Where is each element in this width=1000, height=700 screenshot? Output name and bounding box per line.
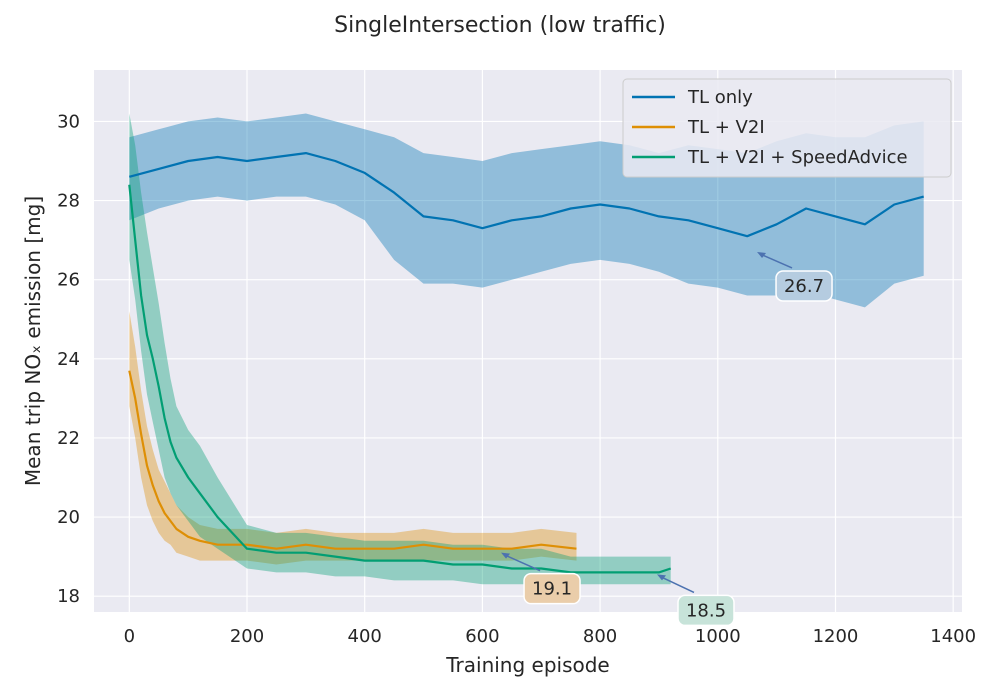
legend: TL only TL + V2I TL + V2I + SpeedAdvice bbox=[622, 78, 952, 178]
legend-entry: TL + V2I + SpeedAdvice bbox=[687, 147, 908, 168]
y-tick-label: 26 bbox=[57, 270, 80, 291]
y-axis-label: Mean trip NOₓ emission [mg] bbox=[21, 196, 45, 486]
annotation-arrowhead bbox=[656, 574, 666, 581]
annotations: 26.7 19.1 18.5 bbox=[501, 251, 833, 627]
x-axis-label: Training episode bbox=[445, 653, 610, 677]
annotation-label: 18.5 bbox=[686, 600, 726, 621]
y-tick-label: 20 bbox=[57, 507, 80, 528]
annotation-label: 26.7 bbox=[784, 276, 824, 297]
confidence-band bbox=[129, 311, 577, 565]
y-tick-label: 22 bbox=[57, 428, 80, 449]
annotation-box bbox=[677, 594, 735, 627]
x-tick-label: 0 bbox=[124, 626, 135, 647]
series-lines bbox=[128, 152, 924, 574]
annotation-arrow bbox=[659, 575, 695, 594]
annotation-arrowhead bbox=[501, 552, 511, 559]
x-tick-label: 200 bbox=[230, 626, 264, 647]
y-axis-ticks: 18 20 22 24 26 28 30 bbox=[57, 111, 80, 607]
x-tick-label: 400 bbox=[348, 626, 382, 647]
annotation-box bbox=[775, 270, 833, 302]
y-tick-label: 28 bbox=[57, 191, 80, 212]
legend-box bbox=[622, 78, 952, 178]
annotation-arrowhead bbox=[757, 251, 767, 258]
x-tick-label: 1400 bbox=[930, 626, 976, 647]
legend-entry: TL only bbox=[687, 87, 753, 108]
y-tick-label: 24 bbox=[57, 349, 80, 370]
x-tick-label: 1200 bbox=[813, 626, 859, 647]
y-tick-label: 30 bbox=[57, 111, 80, 132]
series-line bbox=[128, 370, 577, 550]
x-tick-label: 800 bbox=[583, 626, 617, 647]
x-axis-ticks: 0 200 400 600 800 1000 1200 1400 bbox=[124, 626, 976, 647]
annotation-box bbox=[523, 572, 581, 605]
y-tick-label: 18 bbox=[57, 586, 80, 607]
annotation-label: 19.1 bbox=[532, 579, 572, 600]
x-tick-label: 600 bbox=[465, 626, 499, 647]
grid bbox=[94, 70, 962, 612]
annotation-arrow bbox=[759, 253, 793, 269]
series-line bbox=[129, 152, 924, 238]
legend-entry: TL + V2I bbox=[687, 117, 765, 138]
annotation-arrow bbox=[503, 553, 541, 572]
series-line bbox=[128, 184, 672, 574]
chart-title: SingleIntersection (low traffic) bbox=[334, 13, 666, 38]
x-tick-label: 1000 bbox=[695, 626, 741, 647]
